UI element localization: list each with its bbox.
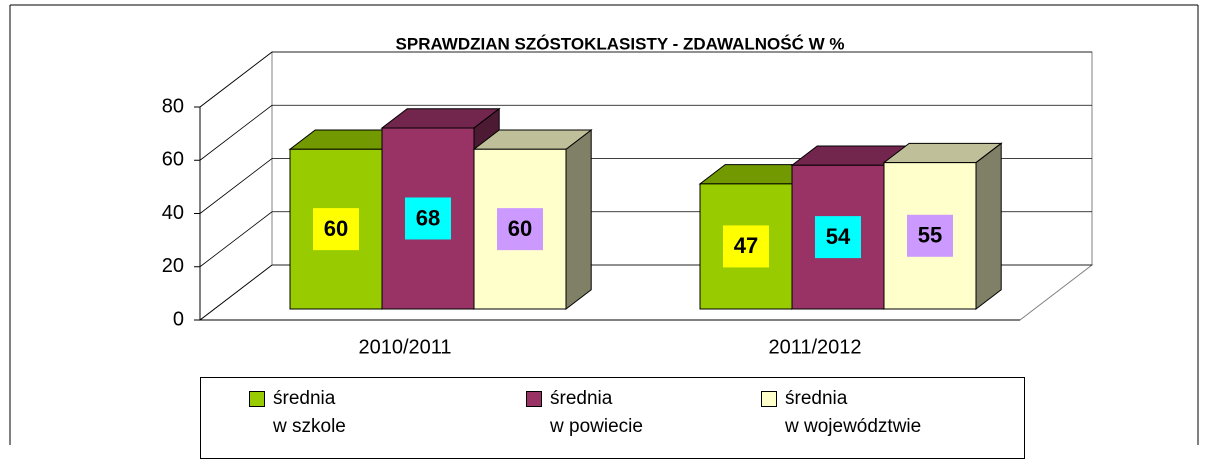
bar-side — [565, 128, 592, 311]
value-label-box — [723, 225, 769, 268]
x-tick-label: 2011/2012 — [768, 336, 861, 358]
grid-line — [199, 51, 1092, 108]
value-label: 68 — [416, 205, 440, 230]
value-label-box — [497, 208, 543, 251]
legend-entry: średnia w województwie — [761, 385, 921, 441]
value-label: 55 — [918, 223, 942, 248]
y-tick-label: 60 — [162, 149, 184, 171]
value-label: 54 — [826, 224, 851, 249]
legend-swatch — [249, 391, 265, 407]
legend-swatch — [761, 391, 777, 407]
legend-entry: średnia w powiecie — [526, 385, 643, 441]
legend-label: średnia w powiecie — [550, 388, 643, 437]
legend-entry: średnia w szkole — [249, 385, 346, 441]
page: SPRAWDZIAN SZÓSTOKLASISTY - ZDAWALNOŚĆ W… — [9, 4, 1199, 459]
value-label: 60 — [324, 216, 348, 241]
chart-title: SPRAWDZIAN SZÓSTOKLASISTY - ZDAWALNOŚĆ W… — [396, 34, 845, 53]
value-label-box — [815, 216, 861, 259]
bar-side — [975, 142, 1002, 311]
x-tick-label: 2010/2011 — [358, 336, 451, 358]
value-label-box — [907, 214, 953, 257]
legend-label: średnia w województwie — [785, 388, 922, 437]
y-tick-label: 80 — [162, 95, 184, 117]
y-tick-label: 0 — [173, 308, 184, 330]
legend-swatch — [526, 391, 542, 407]
value-label: 60 — [508, 216, 532, 241]
grid-line — [199, 104, 1092, 161]
legend: średnia w szkole średnia w powiecie średni… — [200, 377, 1025, 459]
y-tick-label: 40 — [162, 202, 184, 224]
y-tick-label: 20 — [162, 255, 184, 277]
value-label: 47 — [734, 233, 758, 258]
value-label-box — [313, 208, 359, 251]
chart: SPRAWDZIAN SZÓSTOKLASISTY - ZDAWALNOŚĆ W… — [9, 4, 1199, 445]
legend-label: średnia w szkole — [273, 388, 346, 437]
value-label-box — [405, 197, 451, 240]
